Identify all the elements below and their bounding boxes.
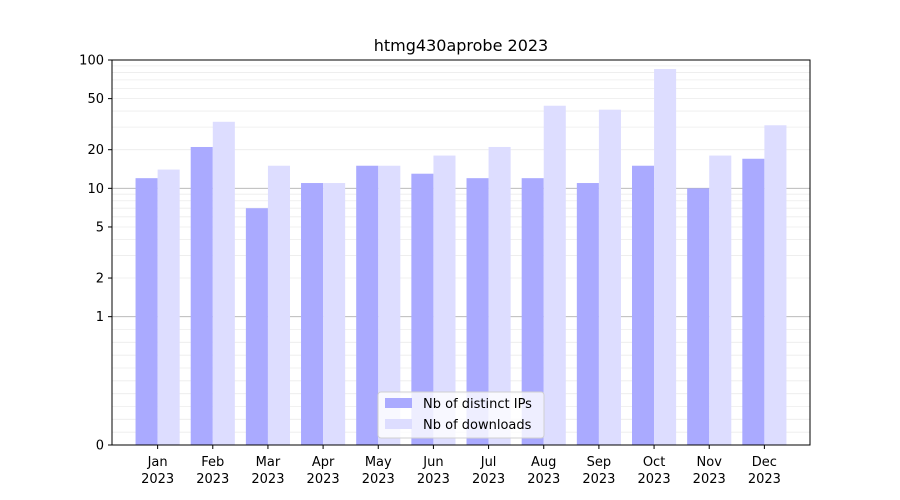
plot-frame xyxy=(111,59,811,446)
bar-downloads xyxy=(267,165,291,445)
x-tick-label-year: 2023 xyxy=(417,472,450,487)
bar-ips xyxy=(135,178,158,445)
bar-ips xyxy=(356,165,379,445)
x-tick-label-year: 2023 xyxy=(582,472,615,487)
bar-ips xyxy=(687,188,710,446)
legend-swatch xyxy=(385,419,412,429)
y-tick-label: 2 xyxy=(96,272,104,287)
bar-ips xyxy=(466,178,489,445)
x-tick-label-year: 2023 xyxy=(638,472,671,487)
bars xyxy=(135,69,787,446)
bar-downloads xyxy=(212,121,235,445)
bar-ips xyxy=(301,183,324,445)
x-tick-label-year: 2023 xyxy=(693,472,726,487)
x-tick-label-month: Feb xyxy=(201,455,224,470)
legend: Nb of distinct IPs Nb of downloads xyxy=(377,391,545,439)
bar-ips xyxy=(521,178,544,445)
y-tick-label: 1 xyxy=(96,310,104,325)
bar-downloads xyxy=(709,155,732,445)
bar-ips xyxy=(411,173,434,445)
y-tick-label: 100 xyxy=(79,54,104,69)
x-tick-label-month: Jun xyxy=(422,455,443,470)
x-tick-label-year: 2023 xyxy=(141,472,174,487)
bar-downloads xyxy=(543,105,566,446)
x-tick-label-year: 2023 xyxy=(527,472,560,487)
bar-ips xyxy=(742,158,765,446)
bar-ips xyxy=(576,183,599,445)
legend-swatch xyxy=(385,398,412,408)
legend-box xyxy=(377,391,545,439)
bar-downloads xyxy=(378,165,401,445)
bar-downloads xyxy=(598,109,621,445)
bar-downloads xyxy=(433,155,456,445)
bar-ips xyxy=(245,208,268,445)
y-tick-label: 10 xyxy=(87,182,104,197)
x-tick-label-year: 2023 xyxy=(472,472,505,487)
x-tick-label-month: Apr xyxy=(312,455,335,470)
bar-ips xyxy=(190,146,213,445)
y-axis-ticks: 0 1 2 5 10 20 50 100 xyxy=(79,54,112,454)
x-tick-label-month: May xyxy=(365,455,392,470)
x-axis-ticks: Jan 2023 Feb 2023 Mar 2023 Apr 2023 May 2023 Jun 20… xyxy=(141,445,781,487)
y-tick-label: 5 xyxy=(96,220,104,235)
x-tick-label-year: 2023 xyxy=(307,472,340,487)
chart-title: htmg430aprobe 2023 xyxy=(374,36,548,55)
x-tick-label-month: Jul xyxy=(480,455,497,470)
bar-ips xyxy=(631,165,655,445)
x-tick-label-month: Jan xyxy=(147,455,168,470)
y-tick-label: 20 xyxy=(87,143,104,158)
bar-downloads xyxy=(488,146,511,445)
x-tick-label-year: 2023 xyxy=(748,472,781,487)
y-tick-label: 0 xyxy=(96,439,104,454)
x-tick-label-month: Nov xyxy=(697,455,723,470)
bar-downloads xyxy=(323,183,346,445)
x-tick-label-month: Sep xyxy=(587,455,612,470)
legend-label: Nb of downloads xyxy=(423,418,532,433)
bar-downloads xyxy=(157,169,180,445)
axes xyxy=(111,59,811,446)
x-tick-label-month: Dec xyxy=(752,455,777,470)
x-tick-label-month: Aug xyxy=(531,455,556,470)
x-tick-label-month: Oct xyxy=(643,455,665,470)
y-tick-label: 50 xyxy=(87,92,104,107)
legend-label: Nb of distinct IPs xyxy=(423,397,532,412)
bar-downloads xyxy=(764,125,787,446)
x-tick-label-year: 2023 xyxy=(251,472,284,487)
bar-downloads xyxy=(654,69,677,445)
x-tick-label-year: 2023 xyxy=(362,472,395,487)
x-tick-label-year: 2023 xyxy=(196,472,229,487)
x-tick-label-month: Mar xyxy=(256,455,281,470)
